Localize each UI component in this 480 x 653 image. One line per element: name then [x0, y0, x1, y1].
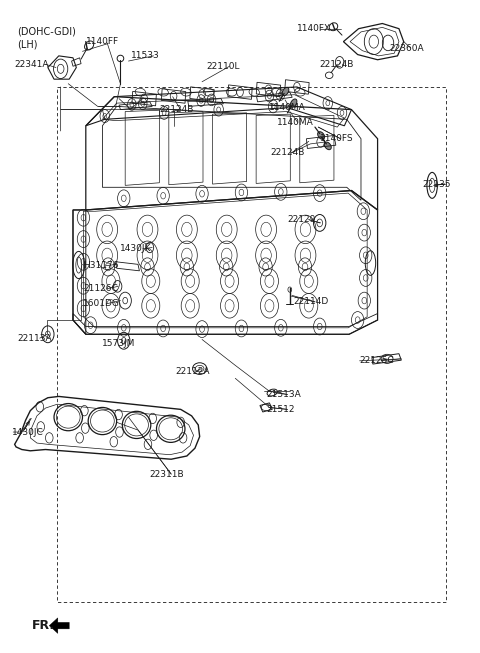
Text: 21512: 21512 — [266, 405, 295, 414]
Text: 22124B: 22124B — [271, 148, 305, 157]
Ellipse shape — [282, 88, 289, 95]
Text: 22112A: 22112A — [175, 368, 209, 376]
Text: 1430JC: 1430JC — [12, 428, 44, 437]
Text: (LH): (LH) — [17, 40, 37, 50]
Text: 22311B: 22311B — [150, 470, 184, 479]
Text: 1140MA: 1140MA — [277, 118, 314, 127]
Text: FR.: FR. — [32, 619, 55, 632]
Ellipse shape — [318, 132, 324, 139]
Text: 22341A: 22341A — [14, 60, 49, 69]
Ellipse shape — [324, 142, 331, 150]
Polygon shape — [49, 618, 69, 633]
Text: 22114D: 22114D — [293, 297, 328, 306]
Text: 1573JM: 1573JM — [102, 340, 136, 349]
Text: 22125C: 22125C — [360, 357, 394, 365]
Text: 1140MA: 1140MA — [268, 103, 305, 112]
Text: (DOHC-GDI): (DOHC-GDI) — [17, 27, 76, 37]
Text: 21513A: 21513A — [266, 390, 301, 399]
Text: 22124B: 22124B — [320, 60, 354, 69]
Ellipse shape — [290, 99, 297, 107]
Text: 22135: 22135 — [423, 180, 451, 189]
Text: 22129: 22129 — [288, 215, 316, 224]
Text: 11533: 11533 — [131, 52, 160, 60]
Text: 22110L: 22110L — [207, 62, 240, 71]
Text: 22124B: 22124B — [159, 105, 194, 114]
Text: 22113A: 22113A — [17, 334, 52, 343]
Text: 1430JK: 1430JK — [120, 244, 152, 253]
Text: 21126C: 21126C — [84, 285, 118, 293]
Text: 1140FX: 1140FX — [297, 24, 331, 33]
Text: H31176: H31176 — [84, 261, 119, 270]
Text: 1601DG: 1601DG — [84, 299, 120, 308]
Text: 1140FS: 1140FS — [320, 135, 353, 143]
Text: 1140FF: 1140FF — [86, 37, 119, 46]
Text: 22360A: 22360A — [389, 44, 424, 53]
